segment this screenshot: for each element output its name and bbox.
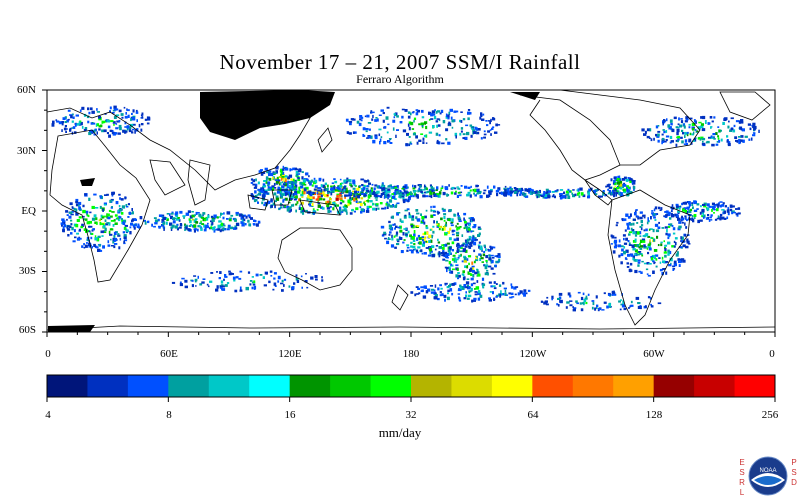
colorbar-swatch (249, 375, 291, 397)
colorbar-swatch (491, 375, 533, 397)
lon-label: 120E (278, 348, 302, 360)
coastlines (46, 89, 776, 331)
lon-label: 0 (45, 348, 51, 360)
colorbar-swatch (87, 375, 129, 397)
colorbar-tick-label: 128 (645, 409, 663, 421)
colorbar-swatch (734, 375, 776, 397)
colorbar-swatch (451, 375, 493, 397)
colorbar-swatch (613, 375, 655, 397)
lon-label: 0 (769, 348, 775, 360)
colorbar-swatch (694, 375, 736, 397)
colorbar (47, 375, 776, 397)
esrl-text: ESRL (739, 458, 745, 497)
colorbar-tick-label: 16 (284, 409, 296, 421)
psd-text: PSD (791, 458, 797, 487)
lat-label: 60N (17, 84, 36, 96)
lon-label: 120W (519, 348, 547, 360)
lon-label: 60E (160, 348, 178, 360)
esrl-label: ESRL (737, 458, 747, 498)
lon-label: 60W (643, 348, 665, 360)
noaa-logo: NOAA (748, 456, 788, 496)
colorbar-swatch (411, 375, 452, 397)
colorbar-swatch (168, 375, 210, 397)
colorbar-units: mm/day (378, 425, 422, 440)
colorbar-tick-label: 8 (166, 409, 172, 421)
colorbar-swatch (572, 375, 614, 397)
lon-label: 180 (402, 348, 420, 360)
colorbar-swatch (532, 375, 574, 397)
lat-label: 30S (18, 265, 36, 277)
colorbar-swatch (47, 375, 88, 397)
missing-data (48, 90, 540, 332)
colorbar-frame (46, 374, 776, 398)
lat-label: EQ (21, 205, 36, 217)
colorbar-tick-label: 64 (527, 409, 539, 421)
colorbar-swatch (289, 375, 331, 397)
psd-label: PSD (789, 458, 799, 488)
map-title: November 17 – 21, 2007 SSM/I Rainfall (219, 50, 581, 74)
colorbar-swatch (370, 375, 412, 397)
lat-label: 60S (18, 324, 36, 336)
lat-label: 30N (17, 145, 36, 157)
colorbar-tick-label: 256 (761, 409, 779, 421)
colorbar-tick-label: 4 (45, 409, 51, 421)
noaa-logo-text: NOAA (759, 468, 776, 474)
axis-ticks (42, 89, 776, 402)
colorbar-swatch (208, 375, 250, 397)
colorbar-swatch (330, 375, 372, 397)
colorbar-swatch (653, 375, 695, 397)
map-subtitle: Ferraro Algorithm (356, 72, 444, 86)
colorbar-swatch (127, 375, 169, 397)
colorbar-tick-label: 32 (405, 409, 417, 421)
